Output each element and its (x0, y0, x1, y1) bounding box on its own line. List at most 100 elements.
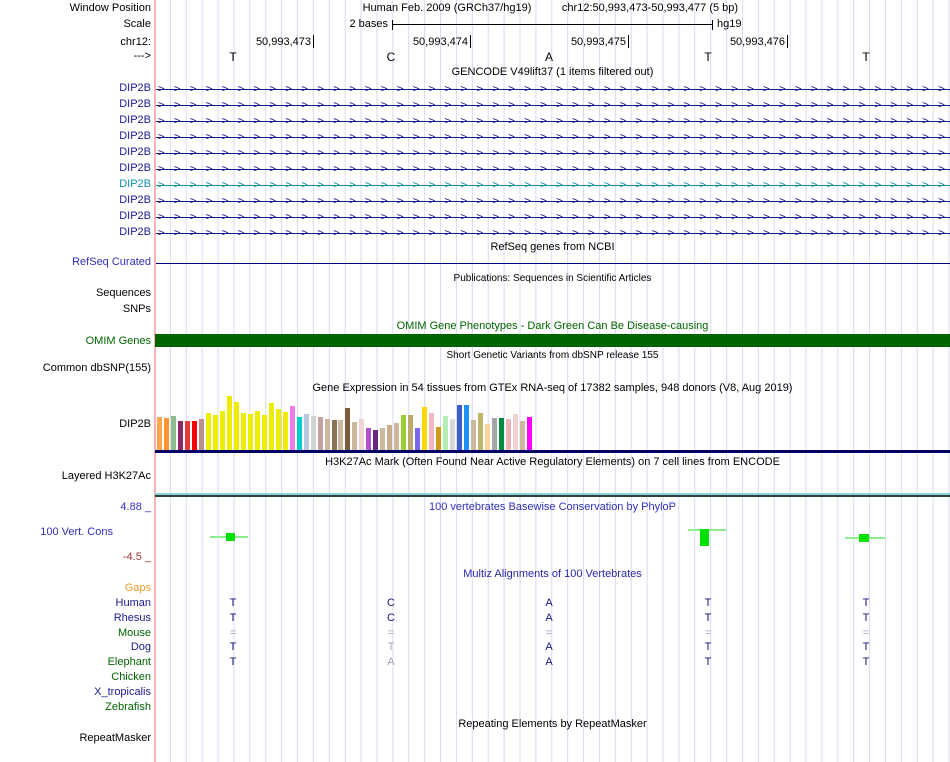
gene-transcript[interactable]: >>>>>>>>>>>>>>>>>>>>>>>>>>>>>>>>>>>>>>>>… (156, 145, 950, 161)
gene-transcript[interactable]: >>>>>>>>>>>>>>>>>>>>>>>>>>>>>>>>>>>>>>>>… (156, 193, 950, 209)
gtex-tissue-bar[interactable] (373, 430, 379, 450)
multiz-species-row[interactable]: Zebrafish (0, 701, 950, 716)
publications-sequences-label[interactable]: Sequences (95, 287, 151, 299)
gtex-tissue-bar[interactable] (157, 417, 162, 450)
gene-transcript[interactable]: >>>>>>>>>>>>>>>>>>>>>>>>>>>>>>>>>>>>>>>>… (156, 177, 950, 193)
multiz-species-row[interactable]: Mouse = = = = = (0, 627, 950, 642)
gene-row[interactable]: DIP2B >>>>>>>>>>>>>>>>>>>>>>>>>>>>>>>>>>>… (0, 209, 950, 225)
vert-cons-label[interactable]: 100 Vert. Cons (40, 526, 113, 538)
refseq-track-title[interactable]: RefSeq genes from NCBI (490, 241, 615, 253)
gene-transcript[interactable]: >>>>>>>>>>>>>>>>>>>>>>>>>>>>>>>>>>>>>>>>… (156, 97, 950, 113)
gtex-tissue-bar[interactable] (310, 416, 316, 450)
gtex-tissue-bar[interactable] (317, 417, 323, 450)
multiz-species-row[interactable]: Elephant T A A T T (0, 656, 950, 671)
gtex-tissue-bar[interactable] (366, 428, 372, 450)
gtex-tissue-bar[interactable] (471, 420, 477, 450)
gtex-tissue-bar[interactable] (512, 414, 518, 450)
gtex-tissue-bar[interactable] (170, 416, 176, 450)
gtex-tissue-bar[interactable] (212, 415, 218, 450)
multiz-species-label[interactable]: Chicken (111, 671, 151, 683)
gtex-tissue-bar[interactable] (380, 428, 386, 450)
gtex-tissue-bar[interactable] (331, 420, 337, 450)
strand-label[interactable]: ---> (133, 50, 151, 62)
gene-transcript[interactable]: >>>>>>>>>>>>>>>>>>>>>>>>>>>>>>>>>>>>>>>>… (156, 81, 950, 97)
gtex-tissue-bar[interactable] (163, 418, 169, 450)
gtex-track-title[interactable]: Gene Expression in 54 tissues from GTEx … (312, 382, 793, 394)
gtex-tissue-bar[interactable] (177, 421, 183, 450)
gene-label[interactable]: DIP2B (119, 162, 151, 174)
gtex-tissue-bar[interactable] (499, 418, 505, 450)
gtex-tissue-bar[interactable] (519, 421, 525, 450)
gene-row[interactable]: DIP2B >>>>>>>>>>>>>>>>>>>>>>>>>>>>>>>>>>>… (0, 161, 950, 177)
gtex-tissue-bar[interactable] (387, 425, 393, 450)
publications-track-title[interactable]: Publications: Sequences in Scientific Ar… (453, 273, 652, 284)
conservation-score-bar[interactable] (859, 534, 869, 542)
layered-h3k27ac-label[interactable]: Layered H3K27Ac (61, 470, 151, 482)
gtex-tissue-bar[interactable] (268, 403, 274, 450)
common-dbsnp-label[interactable]: Common dbSNP(155) (42, 362, 151, 374)
refseq-curated-label[interactable]: RefSeq Curated (72, 256, 151, 268)
gene-label[interactable]: DIP2B (119, 210, 151, 222)
multiz-species-row[interactable]: Dog T T A T T (0, 641, 950, 656)
multiz-species-row[interactable]: Gaps (0, 582, 950, 597)
h3k27ac-signal-cyan-line[interactable] (155, 493, 950, 495)
gtex-tissue-bar[interactable] (422, 407, 428, 450)
gtex-tissue-bar[interactable] (205, 413, 211, 450)
gene-transcript[interactable]: >>>>>>>>>>>>>>>>>>>>>>>>>>>>>>>>>>>>>>>>… (156, 209, 950, 225)
gene-label[interactable]: DIP2B (119, 114, 151, 126)
gtex-tissue-bar[interactable] (324, 419, 330, 450)
gene-row[interactable]: DIP2B >>>>>>>>>>>>>>>>>>>>>>>>>>>>>>>>>>>… (0, 177, 950, 193)
gtex-tissue-bar[interactable] (478, 413, 484, 450)
gene-row[interactable]: DIP2B >>>>>>>>>>>>>>>>>>>>>>>>>>>>>>>>>>>… (0, 145, 950, 161)
gene-label[interactable]: DIP2B (119, 130, 151, 142)
gtex-tissue-bar[interactable] (359, 419, 365, 450)
gtex-tissue-bar[interactable] (450, 419, 456, 450)
gene-row[interactable]: DIP2B >>>>>>>>>>>>>>>>>>>>>>>>>>>>>>>>>>>… (0, 193, 950, 209)
conservation-score-bar[interactable] (700, 529, 709, 546)
gtex-tissue-bar[interactable] (352, 422, 358, 450)
gtex-tissue-bar[interactable] (219, 411, 225, 450)
multiz-species-label[interactable]: Elephant (107, 656, 151, 668)
gene-label[interactable]: DIP2B (119, 98, 151, 110)
gtex-tissue-bar[interactable] (526, 417, 532, 450)
gtex-tissue-bar[interactable] (233, 402, 239, 450)
gencode-track-title[interactable]: GENCODE V49lift37 (1 items filtered out) (451, 66, 654, 78)
multiz-species-row[interactable]: Rhesus T C A T T (0, 612, 950, 627)
multiz-species-label[interactable]: Zebrafish (105, 701, 151, 713)
gtex-tissue-bar[interactable] (457, 405, 463, 450)
dbsnp-track-title[interactable]: Short Genetic Variants from dbSNP releas… (446, 350, 659, 361)
gtex-tissue-bar[interactable] (345, 408, 351, 450)
multiz-species-row[interactable]: Human T C A T T (0, 597, 950, 612)
gtex-tissue-bar[interactable] (492, 418, 498, 450)
multiz-species-label[interactable]: X_tropicalis (94, 686, 151, 698)
phylop-track-title[interactable]: 100 vertebrates Basewise Conservation by… (428, 501, 677, 513)
h3k27ac-track-title[interactable]: H3K27Ac Mark (Often Found Near Active Re… (325, 456, 780, 468)
gtex-gene-label[interactable]: DIP2B (119, 418, 151, 430)
gtex-tissue-bar[interactable] (247, 414, 253, 450)
multiz-species-row[interactable]: X_tropicalis (0, 686, 950, 701)
gtex-tissue-bar[interactable] (240, 413, 246, 450)
multiz-track-title[interactable]: Multiz Alignments of 100 Vertebrates (463, 568, 642, 580)
gtex-tissue-bar[interactable] (436, 427, 442, 450)
gtex-tissue-bar[interactable] (261, 415, 267, 450)
omim-track-title[interactable]: OMIM Gene Phenotypes - Dark Green Can Be… (396, 320, 709, 332)
multiz-species-label[interactable]: Gaps (124, 582, 151, 594)
multiz-species-row[interactable]: Chicken (0, 671, 950, 686)
gene-transcript[interactable]: >>>>>>>>>>>>>>>>>>>>>>>>>>>>>>>>>>>>>>>>… (156, 129, 950, 145)
gtex-tissue-bar[interactable] (394, 423, 400, 450)
repeatmasker-label[interactable]: RepeatMasker (79, 732, 151, 744)
gtex-tissue-bar[interactable] (226, 396, 232, 450)
gene-label[interactable]: DIP2B (119, 178, 151, 190)
gene-row[interactable]: DIP2B >>>>>>>>>>>>>>>>>>>>>>>>>>>>>>>>>>>… (0, 97, 950, 113)
multiz-species-label[interactable]: Rhesus (113, 612, 151, 624)
gtex-tissue-bar[interactable] (408, 415, 414, 450)
gene-row[interactable]: DIP2B >>>>>>>>>>>>>>>>>>>>>>>>>>>>>>>>>>>… (0, 129, 950, 145)
gtex-tissue-bar[interactable] (289, 406, 295, 450)
gtex-tissue-bar[interactable] (303, 414, 309, 450)
gene-label[interactable]: DIP2B (119, 146, 151, 158)
gtex-tissue-bar[interactable] (282, 412, 288, 450)
gtex-tissue-bar[interactable] (338, 420, 344, 450)
gtex-tissue-bar[interactable] (275, 409, 281, 450)
multiz-species-label[interactable]: Human (115, 597, 151, 609)
gene-row[interactable]: DIP2B >>>>>>>>>>>>>>>>>>>>>>>>>>>>>>>>>>>… (0, 81, 950, 97)
